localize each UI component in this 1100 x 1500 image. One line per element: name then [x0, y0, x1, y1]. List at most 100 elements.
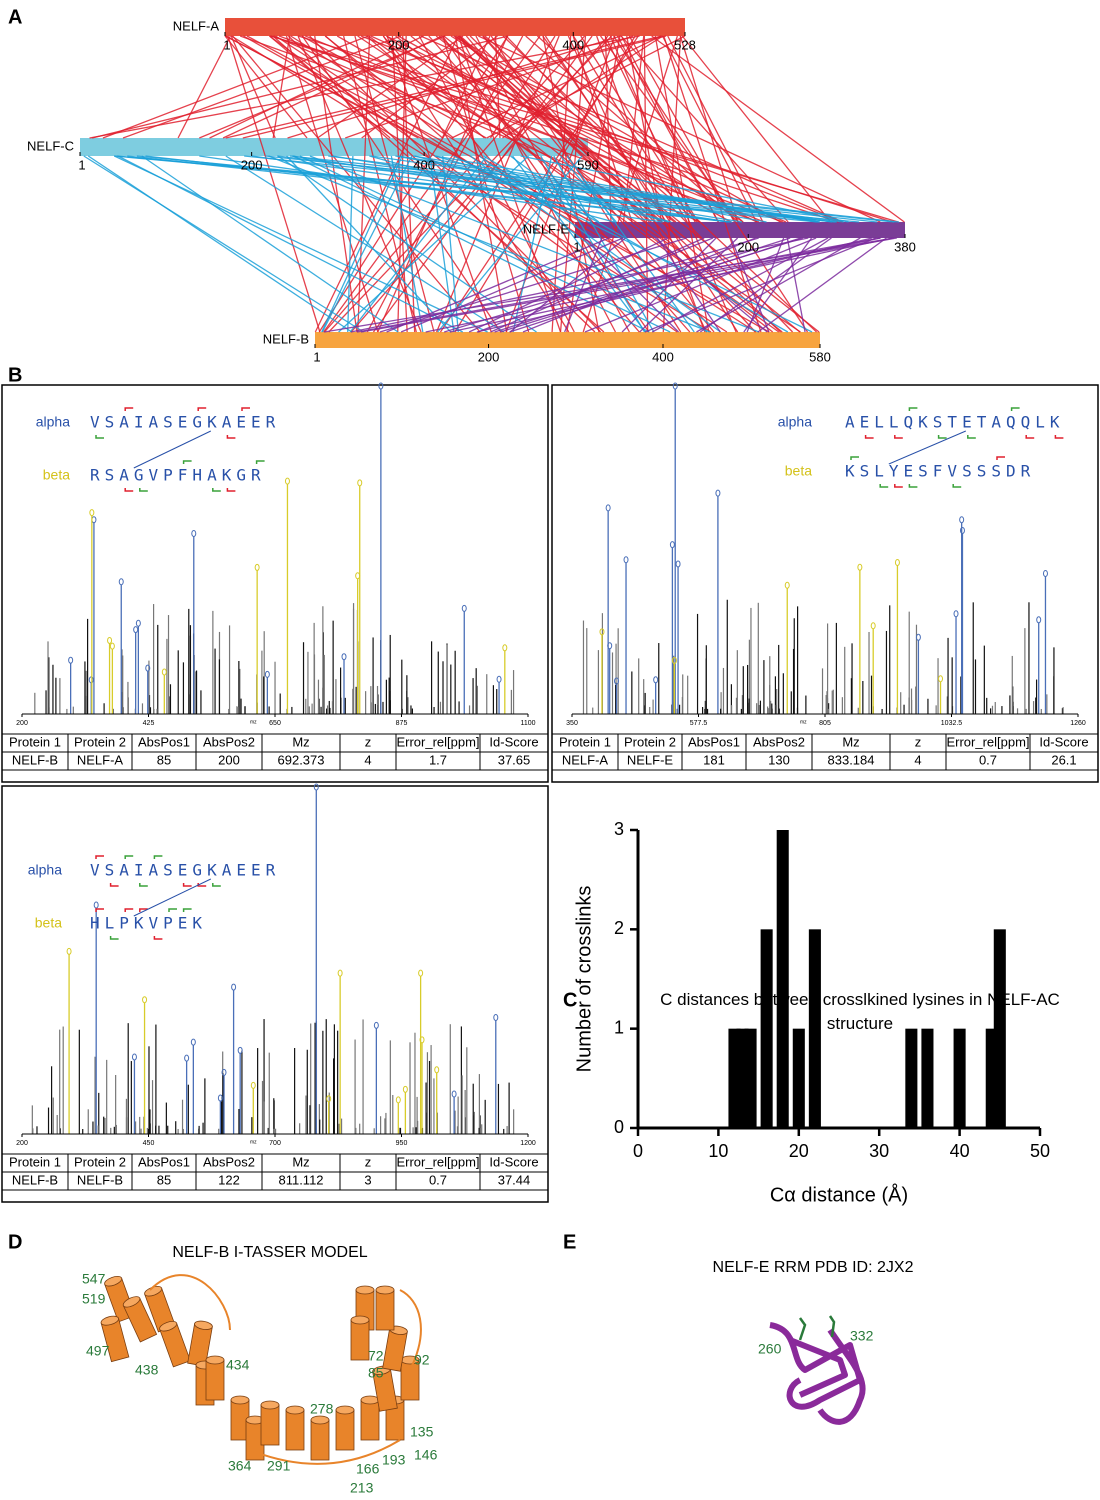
helix-end — [159, 1320, 178, 1332]
crosslink — [114, 155, 837, 223]
residue-label: 85 — [368, 1365, 384, 1381]
residue-label: 92 — [414, 1352, 430, 1368]
helix-end — [350, 1315, 370, 1325]
peak-marker — [672, 382, 678, 390]
protein-bar — [225, 18, 685, 36]
tick-label: 577.5 — [690, 720, 708, 727]
residue-label: 278 — [310, 1401, 334, 1417]
fragment-mark — [95, 435, 104, 439]
crosslink — [314, 35, 358, 333]
peak-marker — [145, 664, 151, 672]
residue-label: 260 — [758, 1341, 782, 1357]
helix-end — [100, 1315, 119, 1326]
crosslink — [453, 35, 781, 223]
crosslink — [83, 155, 364, 333]
beta-sequence: KSLYESFVSSSDR — [845, 462, 1035, 481]
table-header: Error_rel[ppm] — [396, 734, 479, 749]
crosslink — [289, 155, 900, 223]
crosslink — [476, 237, 873, 333]
peak-marker — [93, 901, 99, 909]
bar — [921, 1028, 934, 1128]
crosslink — [743, 237, 813, 333]
fragment-mark — [996, 456, 1005, 460]
tick-label: 400 — [652, 349, 674, 364]
table-header: Protein 1 — [9, 1154, 61, 1169]
crosslink — [482, 155, 789, 333]
tick-label: 1032.5 — [941, 720, 963, 727]
crosslink — [305, 35, 765, 223]
peak-marker — [264, 670, 270, 678]
peak-marker — [502, 644, 508, 652]
peak-marker — [915, 633, 921, 641]
fragment-mark — [95, 855, 104, 859]
x-axis-label: Cα distance (Å) — [770, 1183, 908, 1206]
crosslink — [398, 155, 817, 223]
bar — [808, 929, 821, 1128]
crosslink — [681, 35, 832, 223]
table-header: Mz — [842, 734, 859, 749]
crosslink — [285, 35, 379, 333]
residue-label: 193 — [382, 1452, 406, 1468]
crosslink — [177, 35, 231, 139]
crosslink — [613, 35, 809, 333]
crosslink — [349, 155, 488, 333]
table-value: NELF-A — [562, 752, 609, 767]
peak-marker — [107, 636, 113, 644]
crosslink — [232, 35, 481, 333]
tick-label: 200 — [241, 157, 263, 172]
peak-marker — [613, 677, 619, 685]
axis-label: mz — [800, 719, 807, 725]
crosslink — [444, 237, 759, 333]
fragment-mark — [908, 484, 918, 488]
table-value: NELF-E — [627, 752, 674, 767]
crosslink — [356, 237, 881, 333]
bar — [744, 1028, 757, 1128]
x-tick-label: 50 — [1030, 1141, 1050, 1161]
crosslink — [372, 35, 593, 333]
peak-marker — [284, 477, 290, 485]
table-header: Id-Score — [489, 734, 538, 749]
helix-end — [260, 1400, 280, 1410]
peak-marker — [599, 628, 605, 636]
table-header: AbsPos1 — [688, 734, 740, 749]
peak-marker — [142, 996, 148, 1004]
residue-label: 213 — [350, 1480, 374, 1496]
table-header: Error_rel[ppm] — [946, 734, 1029, 749]
crosslink — [453, 155, 813, 333]
peak-marker — [493, 1014, 499, 1022]
helix-end — [104, 1275, 123, 1287]
table-value: 85 — [157, 752, 171, 767]
crosslink — [230, 35, 276, 139]
peak-marker — [184, 1054, 190, 1062]
crosslink — [292, 155, 730, 223]
table-header: AbsPos2 — [203, 1154, 255, 1169]
residue-label: 332 — [850, 1328, 874, 1344]
crosslink — [301, 35, 502, 333]
fragment-mark — [1025, 435, 1035, 439]
crosslink — [551, 35, 572, 333]
helix-end — [310, 1415, 330, 1425]
crosslink — [338, 155, 529, 333]
protein-bar — [315, 332, 820, 348]
fragment-mark — [894, 435, 903, 439]
helix — [187, 1320, 213, 1367]
table-header: Id-Score — [1039, 734, 1088, 749]
crosslink — [443, 35, 820, 333]
crosslink-bond — [133, 430, 212, 469]
table-value: NELF-B — [12, 752, 58, 767]
helix — [230, 1395, 250, 1441]
peak-marker — [715, 489, 721, 497]
crosslink — [566, 35, 621, 333]
beta-label: beta — [43, 467, 70, 483]
tick-label: 590 — [577, 157, 599, 172]
table-value: NELF-B — [12, 1172, 58, 1187]
crosslink — [268, 155, 711, 333]
tick-label: 1 — [223, 37, 230, 52]
helix-body — [375, 1289, 395, 1331]
table-header: AbsPos2 — [753, 734, 805, 749]
crosslink — [644, 237, 877, 333]
fragment-mark — [212, 488, 221, 492]
crosslink — [441, 35, 491, 139]
table-value: 0.7 — [429, 1172, 447, 1187]
crosslink — [679, 35, 739, 223]
